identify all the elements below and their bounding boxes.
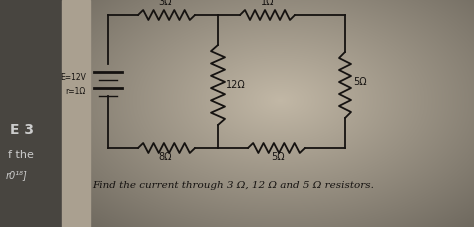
Text: r=1Ω: r=1Ω [66, 87, 86, 96]
Text: 5Ω: 5Ω [353, 77, 366, 87]
Text: 8Ω: 8Ω [158, 152, 172, 162]
Text: 3Ω: 3Ω [158, 0, 172, 7]
Text: f the: f the [8, 150, 34, 160]
Text: 12Ω: 12Ω [226, 80, 246, 90]
Text: r0¹⁸]: r0¹⁸] [6, 170, 28, 180]
Bar [0, 0, 62, 227]
Text: E=12V: E=12V [60, 72, 86, 81]
Text: 1Ω: 1Ω [261, 0, 275, 7]
Text: 5Ω: 5Ω [271, 152, 285, 162]
Text: E 3: E 3 [10, 123, 34, 137]
Text: Find the current through 3 Ω, 12 Ω and 5 Ω resistors.: Find the current through 3 Ω, 12 Ω and 5… [92, 180, 374, 190]
Bar [62, 0, 90, 227]
